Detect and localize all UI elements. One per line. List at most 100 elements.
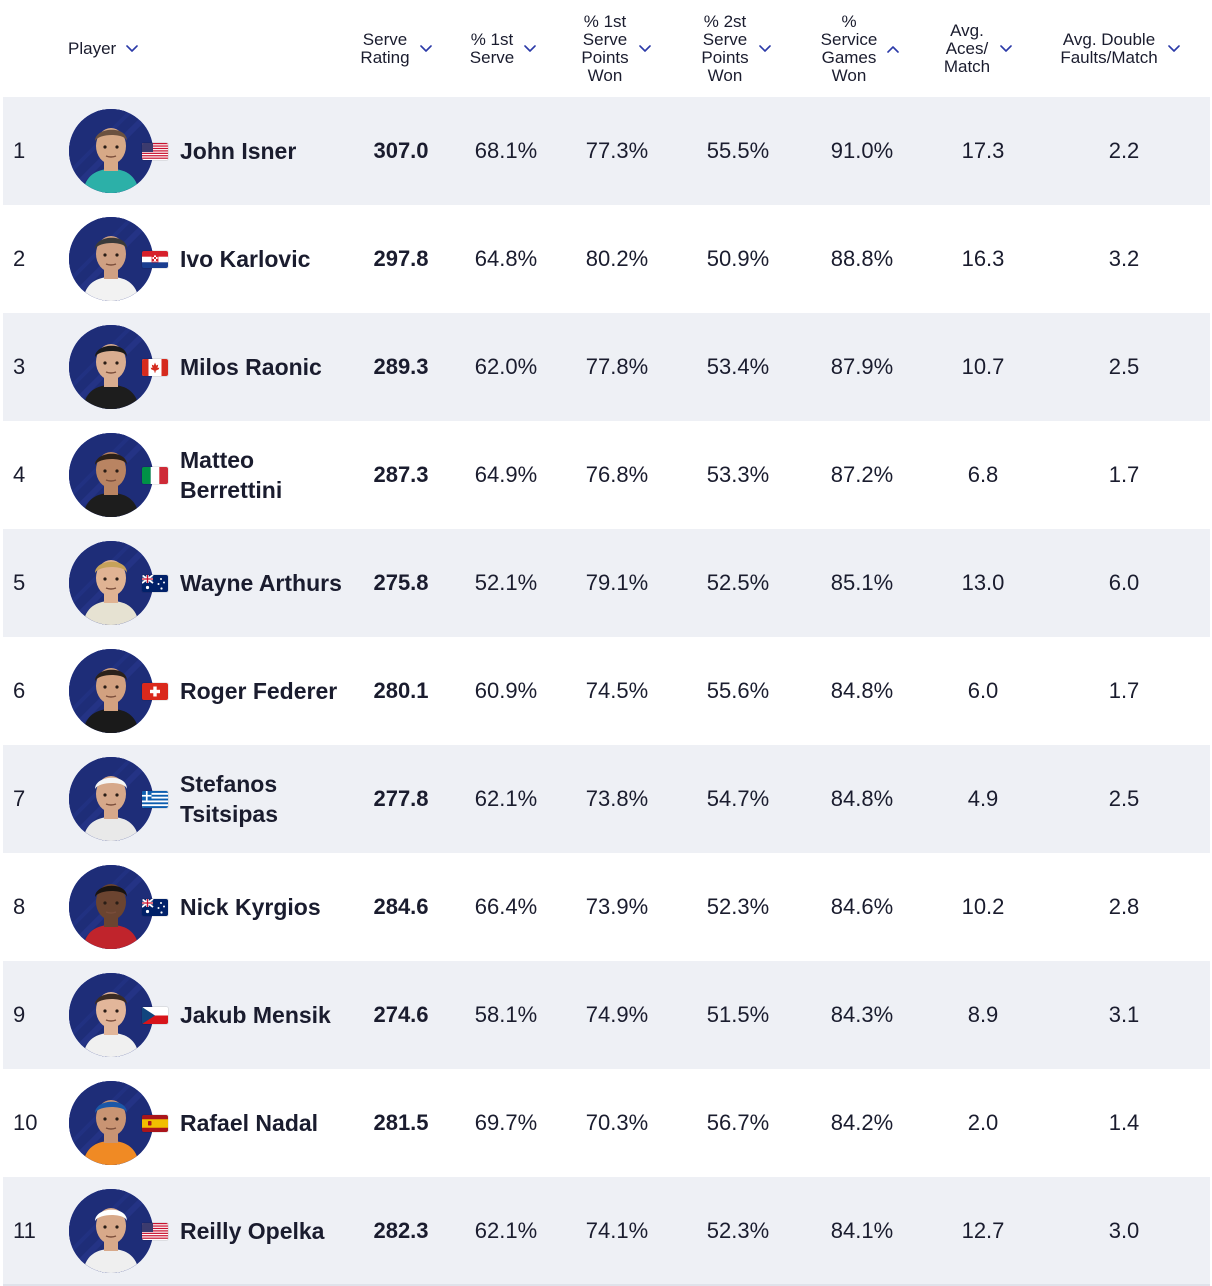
player-avatar[interactable]: [69, 433, 153, 517]
aces-value: 17.3: [961, 138, 1005, 163]
player-name-link[interactable]: Wayne Arthurs: [180, 570, 342, 596]
serve-rating-value: 277.8: [373, 786, 429, 811]
serve-rating-value: 275.8: [373, 570, 429, 595]
player-avatar[interactable]: [69, 757, 153, 841]
player-name-link[interactable]: Stefanos Tsitsipas: [180, 771, 278, 827]
player-avatar[interactable]: [69, 1081, 153, 1165]
table-row[interactable]: 1 John Isner 307.0 68.1% 77.3% 55.5% 91.0% 17.3…: [3, 97, 1210, 205]
aces-value: 16.3: [961, 246, 1005, 271]
chevron-down-icon: [758, 44, 771, 53]
first-serve-won-value: 74.1%: [585, 1218, 649, 1243]
aces-value: 2.0: [967, 1110, 999, 1135]
player-avatar[interactable]: [69, 865, 153, 949]
player-name-link[interactable]: Rafael Nadal: [180, 1110, 319, 1136]
service-games-won-value: 84.8%: [830, 678, 894, 703]
service-games-won-value: 84.6%: [830, 894, 894, 919]
column-header-aces[interactable]: Avg. Aces/ Match: [924, 0, 1032, 97]
table-row[interactable]: 8 Nick Kyrgios 284.6 66.4% 73.9% 52.3% 84.6% 10…: [3, 853, 1210, 961]
rank-number: 9: [13, 1002, 26, 1027]
column-header-service-games-won[interactable]: % Service Games Won: [800, 0, 920, 97]
double-faults-value: 2.5: [1108, 354, 1140, 379]
aces-value: 4.9: [967, 786, 999, 811]
double-faults-value: 1.4: [1108, 1110, 1140, 1135]
column-header-label: % 1st Serve: [469, 29, 515, 67]
service-games-won-value: 84.8%: [830, 786, 894, 811]
player-avatar[interactable]: [69, 649, 153, 733]
table-row[interactable]: 9 Jakub Mensik 274.6 58.1% 74.9% 51.5% 84.3% 8.…: [3, 961, 1210, 1069]
first-serve-value: 52.1%: [474, 570, 538, 595]
table-row[interactable]: 10 Rafael Nadal 281.5 69.7% 70.3% 56.7% 84.2% 2…: [3, 1069, 1210, 1177]
serve-rating-value: 284.6: [373, 894, 429, 919]
player-avatar[interactable]: [69, 541, 153, 625]
first-serve-won-value: 80.2%: [585, 246, 649, 271]
table-row[interactable]: 7 Stefanos Tsitsipas 277.8 62.1% 73.8% 54.7% 8…: [3, 745, 1210, 853]
chevron-down-icon: [638, 44, 651, 53]
first-serve-value: 62.1%: [474, 1218, 538, 1243]
player-name-link[interactable]: Jakub Mensik: [180, 1002, 331, 1028]
player-name-link[interactable]: Milos Raonic: [180, 354, 322, 380]
table-row[interactable]: 5 Wayne Arthurs 275.8 52.1% 79.1% 52.5% 85.1% 1…: [3, 529, 1210, 637]
player-name-link[interactable]: Ivo Karlovic: [180, 246, 311, 272]
double-faults-value: 3.1: [1108, 1002, 1140, 1027]
rank-number: 1: [13, 138, 26, 163]
player-avatar[interactable]: [69, 1189, 153, 1273]
first-serve-value: 58.1%: [474, 1002, 538, 1027]
column-header-serve-rating[interactable]: Serve Rating: [340, 0, 452, 97]
double-faults-value: 2.2: [1108, 138, 1140, 163]
chevron-down-icon: [1000, 44, 1012, 53]
country-flag-icon: [142, 791, 168, 808]
player-avatar[interactable]: [69, 973, 153, 1057]
table-row[interactable]: 2 Ivo Karlovic 297.8 64.8% 80.2% 50.9% 88.8% 16…: [3, 205, 1210, 313]
first-serve-value: 66.4%: [474, 894, 538, 919]
service-games-won-value: 91.0%: [830, 138, 894, 163]
country-flag-icon: [142, 1007, 168, 1024]
column-header-player[interactable]: Player: [68, 0, 158, 97]
rank-number: 6: [13, 678, 26, 703]
double-faults-value: 2.8: [1108, 894, 1140, 919]
player-name-link[interactable]: John Isner: [180, 138, 297, 164]
chevron-down-icon: [126, 44, 138, 53]
player-name-link[interactable]: Reilly Opelka: [180, 1218, 325, 1244]
table-row[interactable]: 11 Reilly Opelka 282.3 62.1% 74.1% 52.3% 84.1%…: [3, 1177, 1210, 1285]
serve-rating-value: 282.3: [373, 1218, 429, 1243]
table-row[interactable]: 6 Roger Federer 280.1 60.9% 74.5% 55.6% 84.8% 6…: [3, 637, 1210, 745]
table-header: Player Serve Rating % 1st Serve % 1st Serve…: [0, 0, 1212, 97]
service-games-won-value: 87.2%: [830, 462, 894, 487]
column-header-second-serve-won[interactable]: % 2st Serve Points Won: [680, 0, 792, 97]
country-flag-icon: [142, 467, 168, 484]
second-serve-won-value: 53.4%: [706, 354, 770, 379]
chevron-down-icon: [1167, 44, 1180, 53]
second-serve-won-value: 53.3%: [706, 462, 770, 487]
country-flag-icon: [142, 1223, 168, 1240]
table-row[interactable]: 4 Matteo Berrettini 287.3 64.9% 76.8% 53.3% 87…: [3, 421, 1210, 529]
column-header-label: % Service Games Won: [820, 11, 878, 85]
column-header-double-faults[interactable]: Avg. Double Faults/Match: [1040, 0, 1200, 97]
column-header-first-serve[interactable]: % 1st Serve: [452, 0, 554, 97]
player-name-link[interactable]: Roger Federer: [180, 678, 338, 704]
aces-value: 12.7: [961, 1218, 1005, 1243]
player-avatar[interactable]: [69, 217, 153, 301]
rank-number: 5: [13, 570, 26, 595]
serve-rating-value: 280.1: [373, 678, 429, 703]
table-row[interactable]: 3 Milos Raonic 289.3 62.0% 77.8% 53.4% 87.9% 10…: [3, 313, 1210, 421]
column-header-first-serve-won[interactable]: % 1st Serve Points Won: [560, 0, 672, 97]
first-serve-won-value: 70.3%: [585, 1110, 649, 1135]
rank-number: 8: [13, 894, 26, 919]
column-header-label: Avg. Double Faults/Match: [1060, 29, 1158, 67]
player-avatar[interactable]: [69, 325, 153, 409]
country-flag-icon: [142, 251, 168, 268]
first-serve-value: 62.0%: [474, 354, 538, 379]
double-faults-value: 1.7: [1108, 462, 1140, 487]
first-serve-value: 68.1%: [474, 138, 538, 163]
country-flag-icon: [142, 143, 168, 160]
player-avatar[interactable]: [69, 109, 153, 193]
double-faults-value: 3.2: [1108, 246, 1140, 271]
table-bottom-divider: [3, 1284, 1210, 1286]
rank-number: 2: [13, 246, 26, 271]
player-name-link[interactable]: Nick Kyrgios: [180, 894, 321, 920]
country-flag-icon: [142, 899, 168, 916]
column-header-label: Avg. Aces/ Match: [943, 20, 991, 76]
player-name-link[interactable]: Matteo Berrettini: [180, 447, 283, 503]
service-games-won-value: 84.1%: [830, 1218, 894, 1243]
